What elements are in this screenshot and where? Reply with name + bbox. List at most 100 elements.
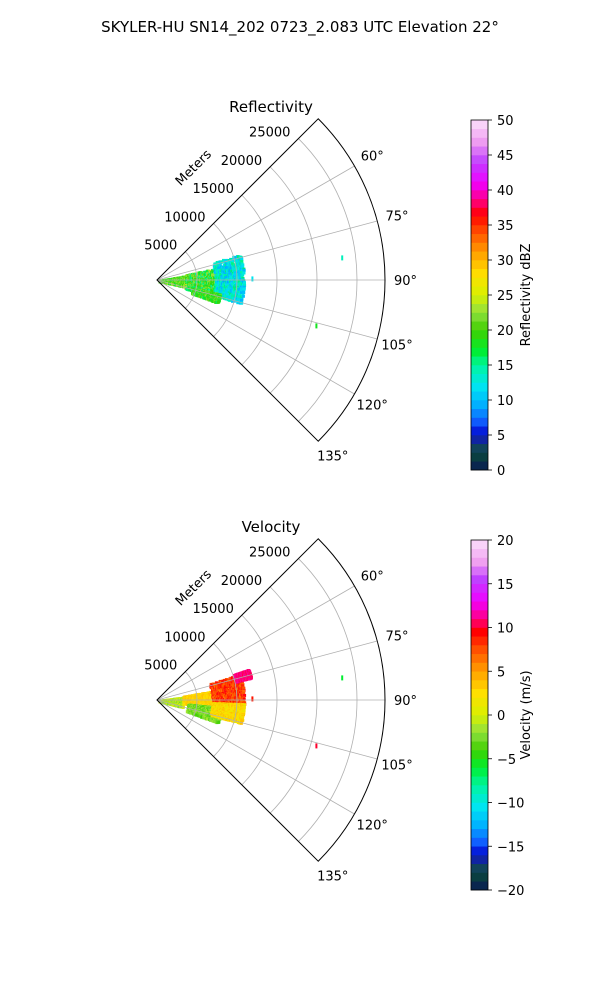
echo-cell bbox=[242, 692, 246, 696]
colorbar-segment bbox=[471, 225, 488, 235]
echo-cell bbox=[216, 270, 219, 274]
chart-title: Velocity bbox=[242, 518, 301, 536]
echo-cell bbox=[242, 687, 246, 691]
colorbar-segment bbox=[471, 452, 488, 462]
colorbar-segment bbox=[471, 321, 488, 331]
colorbar-segment bbox=[471, 128, 488, 138]
echo-cell bbox=[201, 275, 204, 279]
echo-cell bbox=[211, 273, 214, 277]
azimuth-tick-label: 75° bbox=[386, 210, 409, 225]
colorbar-tick-label: 15 bbox=[497, 359, 514, 374]
echo-cell bbox=[229, 262, 233, 266]
colorbar-segment bbox=[471, 338, 488, 348]
echo-cell bbox=[231, 683, 235, 687]
colorbar-segment bbox=[471, 426, 488, 436]
colorbar-segment bbox=[471, 330, 488, 340]
echo-cell bbox=[240, 297, 244, 301]
echo-cell bbox=[200, 715, 204, 719]
colorbar-segment bbox=[471, 347, 488, 357]
colorbar-segment bbox=[471, 417, 488, 427]
echo-cell bbox=[231, 299, 234, 303]
echo-cell bbox=[236, 284, 240, 288]
echo-cell bbox=[233, 271, 237, 274]
echo-cell bbox=[237, 270, 241, 273]
echo-cell bbox=[233, 694, 236, 698]
echo-cell bbox=[233, 294, 236, 298]
echo-cell bbox=[215, 721, 219, 725]
echo-cell bbox=[235, 281, 238, 285]
echo-cell bbox=[242, 271, 246, 275]
colorbar-segment bbox=[471, 242, 488, 252]
colorbar-segment bbox=[471, 216, 488, 226]
colorbar-segment bbox=[471, 277, 488, 287]
echo-cell bbox=[232, 681, 236, 685]
echo-cell bbox=[206, 717, 210, 721]
echo-cell bbox=[217, 720, 221, 724]
colorbar-segment bbox=[471, 435, 488, 445]
colorbar-segment bbox=[471, 137, 488, 147]
echo-cell bbox=[230, 284, 234, 288]
echo-cell bbox=[233, 275, 237, 279]
colorbar-segment bbox=[471, 181, 488, 191]
isolated-return bbox=[251, 276, 254, 282]
echo-layer bbox=[158, 255, 344, 329]
colorbar-segment bbox=[471, 391, 488, 401]
echo-cell bbox=[242, 268, 246, 272]
colorbar-segment bbox=[471, 365, 488, 375]
colorbar-segment bbox=[471, 146, 488, 156]
figure-title: SKYLER-HU SN14_202 0723_2.083 UTC Elevat… bbox=[101, 18, 499, 37]
colorbar-segment bbox=[471, 172, 488, 182]
echo-cell bbox=[236, 295, 240, 299]
echo-cell bbox=[242, 291, 246, 295]
azimuth-tick-label: 120° bbox=[357, 398, 388, 413]
colorbar-tick-label: 5 bbox=[497, 429, 505, 444]
echo-cell bbox=[237, 293, 241, 297]
echo-cell bbox=[225, 267, 229, 271]
colorbar-segment bbox=[471, 286, 488, 296]
isolated-return bbox=[341, 255, 344, 261]
echo-cell bbox=[240, 260, 244, 264]
colorbar-segment bbox=[471, 190, 488, 200]
colorbar-tick-label: 40 bbox=[497, 184, 514, 199]
echo-cell bbox=[242, 689, 246, 693]
echo-cell bbox=[237, 255, 241, 259]
colorbar-label: Reflectivity dBZ bbox=[519, 244, 534, 347]
echo-cell bbox=[232, 283, 236, 287]
colorbar-segment bbox=[471, 233, 488, 243]
echo-cell bbox=[242, 697, 246, 701]
echo-cell bbox=[243, 701, 247, 705]
colorbar-tick-label: 25 bbox=[497, 289, 514, 304]
echo-cell bbox=[228, 298, 232, 302]
echo-cell bbox=[240, 256, 244, 260]
echo-cell bbox=[227, 272, 231, 276]
echo-cell bbox=[235, 287, 239, 291]
echo-cell bbox=[240, 258, 244, 262]
echo-cell bbox=[238, 295, 242, 299]
colorbar-segment bbox=[471, 312, 488, 322]
echo-cell bbox=[230, 695, 234, 699]
colorbar-segment bbox=[471, 373, 488, 383]
colorbar-tick-label: 30 bbox=[497, 254, 514, 269]
echo-cell bbox=[224, 690, 228, 694]
echo-cell bbox=[233, 281, 237, 285]
colorbar-tick-label: 10 bbox=[497, 394, 514, 409]
colorbar-segment bbox=[471, 260, 488, 270]
range-tick-label: 10000 bbox=[164, 210, 205, 225]
azimuth-tick-label: 60° bbox=[361, 150, 384, 165]
colorbar-segment bbox=[471, 295, 488, 305]
azimuth-spoke bbox=[156, 279, 378, 340]
range-tick-label: 25000 bbox=[249, 126, 290, 141]
echo-cell bbox=[230, 294, 234, 298]
colorbar-tick-label: 45 bbox=[497, 149, 514, 164]
colorbar-tick-label: 50 bbox=[497, 114, 514, 129]
echo-cell bbox=[240, 301, 244, 305]
colorbar-segment bbox=[471, 303, 488, 313]
echo-cell bbox=[241, 273, 245, 277]
echo-cell bbox=[216, 300, 220, 304]
echo-cell bbox=[227, 260, 231, 264]
echo-cell bbox=[243, 694, 247, 697]
echo-cell bbox=[241, 294, 245, 298]
chart-title: Reflectivity bbox=[229, 98, 313, 116]
